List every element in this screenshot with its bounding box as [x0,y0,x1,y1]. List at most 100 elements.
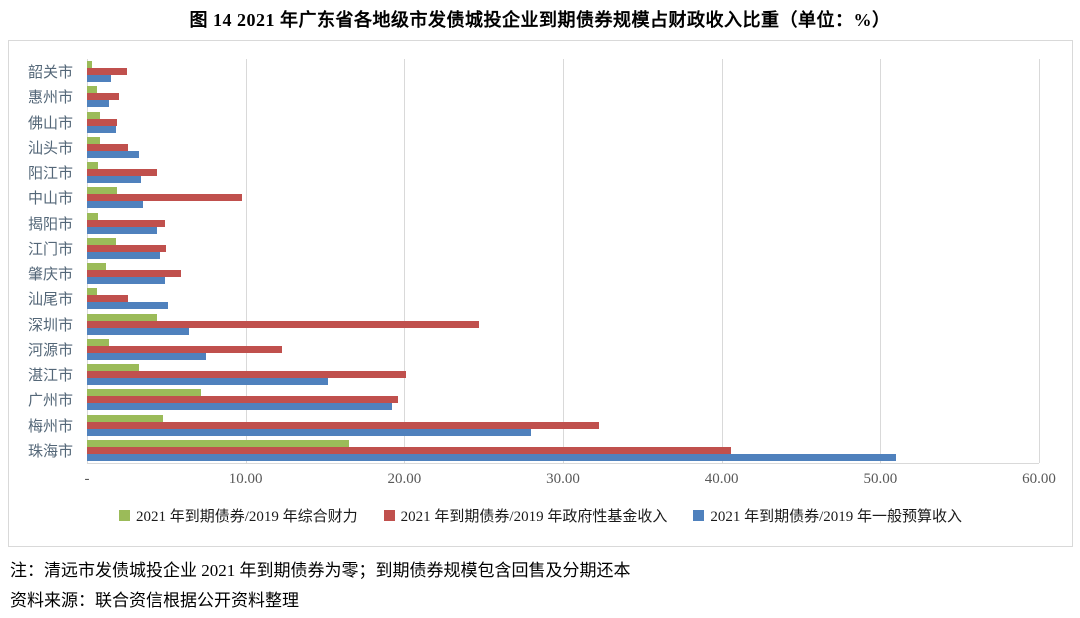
bar-series-1 [87,421,600,429]
bar-series-2 [87,327,189,335]
gridline [245,59,247,463]
x-axis-tick: - [84,471,90,487]
bar-group [87,110,1039,135]
bar-group [87,286,1039,311]
legend-label: 2021 年到期债券/2019 年综合财力 [135,509,358,525]
bar-series-2 [87,453,897,461]
bar-group [87,261,1039,286]
y-axis-label: 阳江市 [27,166,73,183]
bar-series-1 [87,169,157,176]
bar-group [87,362,1039,387]
bar-group [87,84,1039,109]
bar-series-1 [87,118,118,126]
y-axis-label: 中山市 [27,191,73,208]
legend-swatch-red [383,510,395,521]
bar-series-1 [87,270,181,277]
y-axis-label: 湛江市 [27,368,73,385]
bar-series-2 [87,428,532,436]
bar-series-2 [87,75,111,82]
gridline [880,59,882,463]
bar-series-0 [87,439,349,447]
bar-series-1 [87,320,479,328]
legend-swatch-blue [693,510,705,521]
bar-series-1 [87,244,167,252]
x-axis-tick: 20.00 [387,471,422,487]
y-axis-label: 惠州市 [27,90,73,107]
bar-series-0 [87,61,92,68]
bar-series-2 [87,352,206,360]
legend-label: 2021 年到期债券/2019 年政府性基金收入 [400,509,668,525]
bar-group [87,59,1039,84]
y-axis-label: 河源市 [27,342,73,359]
y-axis: 韶关市 惠州市 佛山市 汕头市 阳江市 中山市 揭阳市 江门市 肇庆市 汕尾市 深圳市 河源市 湛江市广… [9,59,81,463]
footnote: 注：清远市发债城投企业 2021 年到期债券为零；到期债券规模包含回售及分期还本 [10,561,631,580]
chart-area: 韶关市 惠州市 佛山市 汕头市 阳江市 中山市 揭阳市 江门市 肇庆市 汕尾市 深圳市 河源市 湛江市广… [8,40,1073,547]
gridline [404,59,406,463]
x-axis-tick: 50.00 [863,471,898,487]
bar-group [87,438,1039,463]
bar-series-1 [87,194,243,202]
y-axis-label: 广州市 [27,393,73,410]
bar-series-0 [87,237,116,245]
bar-series-0 [87,162,99,169]
bar-series-0 [87,187,118,195]
bar-group [87,160,1039,185]
legend: 2021 年到期债券/2019 年综合财力 2021 年到期债券/2019 年政… [9,505,1072,526]
bar-series-0 [87,263,107,270]
y-axis-label: 肇庆市 [27,267,73,284]
y-axis-label: 汕头市 [27,140,73,157]
bar-series-1 [87,143,129,151]
bar-series-1 [87,345,283,353]
legend-swatch-green [118,510,130,521]
bar-series-2 [87,226,157,234]
bar-series-1 [87,68,127,75]
bar-series-0 [87,136,100,144]
bar-group [87,312,1039,337]
bar-series-2 [87,277,165,284]
bar-series-1 [87,295,129,303]
bar-series-1 [87,219,165,227]
bar-series-0 [87,414,164,422]
bar-group [87,135,1039,160]
y-axis-label: 深圳市 [27,317,73,334]
gridline [721,59,723,463]
legend-label: 2021 年到期债券/2019 年一般预算收入 [710,509,962,525]
y-axis-label: 佛山市 [27,115,73,132]
bar-group [87,185,1039,210]
gridline [87,59,88,463]
bar-series-0 [87,313,157,321]
bar-series-0 [87,86,97,94]
bar-series-1 [87,446,732,454]
gridline [563,59,564,463]
bar-group [87,337,1039,362]
legend-item-general-budget-income: 2021 年到期债券/2019 年一般预算收入 [693,505,962,526]
bar-group [87,387,1039,412]
bar-series-2 [87,150,140,158]
bar-group [87,211,1039,236]
bar-series-0 [87,389,202,397]
y-axis-label: 揭阳市 [27,216,73,233]
gridline [1039,59,1040,463]
bar-series-2 [87,378,329,385]
y-axis-label: 珠海市 [27,443,73,460]
x-axis-tick: 30.00 [546,471,580,487]
x-axis-tick: 10.00 [228,471,263,487]
bar-series-1 [87,396,398,404]
x-axis-tick: 40.00 [704,471,739,487]
source-note: 资料来源：联合资信根据公开资料整理 [10,591,299,610]
x-axis-tick: 60.00 [1022,471,1056,487]
bar-series-2 [87,251,160,259]
plot-area [87,59,1040,464]
bar-series-2 [87,125,116,133]
x-axis: - 10.00 20.00 30.00 40.00 50.00 60.00 [84,471,1056,491]
chart-title: 图 14 2021 年广东省各地级市发债城投企业到期债券规模占财政收入比重（单位… [189,10,891,30]
y-axis-label: 江门市 [27,241,73,258]
legend-item-gov-fund-income: 2021 年到期债券/2019 年政府性基金收入 [383,505,668,526]
bar-series-0 [87,364,140,371]
bar-series-0 [87,212,99,220]
bar-group [87,236,1039,261]
bar-series-2 [87,100,110,108]
bar-series-1 [87,93,119,101]
bar-series-0 [87,288,97,296]
bar-series-2 [87,176,141,183]
